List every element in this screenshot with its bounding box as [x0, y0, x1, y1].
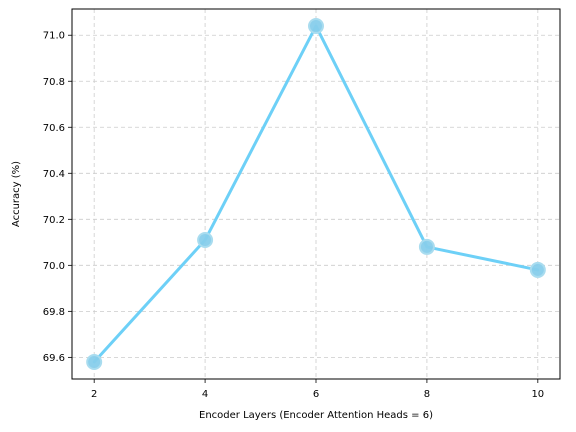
y-tick-label: 70.8 [43, 77, 65, 88]
x-tick-label: 4 [202, 389, 208, 400]
data-point [86, 353, 103, 370]
x-tick-label: 8 [424, 389, 430, 400]
x-axis: 2 4 6 8 10 [91, 379, 544, 400]
x-tick-label: 2 [91, 389, 97, 400]
data-point [197, 232, 214, 249]
y-axis-title: Accuracy (%) [11, 161, 22, 227]
y-axis: 69.6 69.8 70.0 70.2 70.4 70.6 70.8 71.0 [43, 31, 72, 364]
y-tick-label: 70.2 [43, 215, 65, 226]
x-tick-label: 6 [313, 389, 319, 400]
gridlines [72, 9, 560, 379]
data-point [529, 261, 546, 278]
y-tick-label: 69.6 [43, 353, 65, 364]
y-tick-label: 69.8 [43, 307, 65, 318]
data-point [308, 18, 324, 35]
x-tick-label: 10 [531, 389, 544, 400]
y-tick-label: 70.4 [43, 169, 65, 180]
y-tick-label: 70.6 [43, 123, 65, 134]
y-tick-label: 71.0 [43, 31, 65, 42]
data-series [86, 18, 546, 370]
y-tick-label: 70.0 [43, 261, 65, 272]
x-axis-title: Encoder Layers (Encoder Attention Heads … [199, 410, 433, 421]
data-point [418, 238, 435, 255]
